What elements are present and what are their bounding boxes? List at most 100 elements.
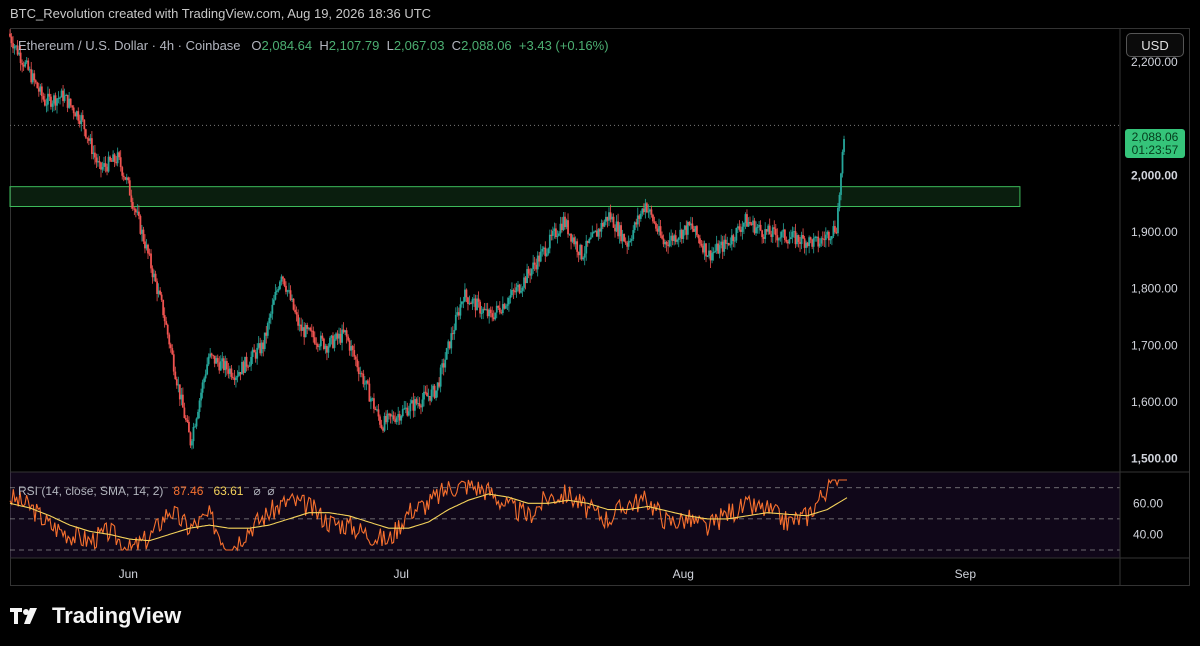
candle-body xyxy=(175,379,178,386)
candle-body xyxy=(488,309,491,317)
candle-body xyxy=(30,69,33,83)
candle-body xyxy=(726,242,729,244)
candle-body xyxy=(627,241,630,247)
candle-body xyxy=(244,356,246,373)
candle-body xyxy=(181,394,184,408)
hidden-icon-2[interactable]: ⌀ xyxy=(267,484,275,498)
candle-body xyxy=(620,225,623,242)
candle-body xyxy=(131,202,134,209)
candle-body xyxy=(821,238,824,240)
candle-body xyxy=(242,361,245,373)
candle-body xyxy=(212,355,215,357)
rsi-sma-value: 63.61 xyxy=(213,484,244,498)
candle-body xyxy=(312,330,315,338)
candle-body xyxy=(263,332,266,350)
candle-body xyxy=(65,94,68,96)
candle-body xyxy=(424,391,427,393)
tradingview-logo: TradingView xyxy=(10,603,181,629)
chart-frame[interactable] xyxy=(10,28,1190,586)
candle-body xyxy=(218,362,221,371)
candle-body xyxy=(712,251,715,254)
candle-body xyxy=(163,315,166,322)
candle-body xyxy=(486,309,489,317)
hidden-icon[interactable]: ⌀ xyxy=(253,484,261,498)
candle-body xyxy=(391,415,394,417)
candle-body xyxy=(345,330,348,337)
candle-body xyxy=(204,374,207,379)
candle-body xyxy=(633,222,636,231)
candle-body xyxy=(650,209,653,215)
candle-body xyxy=(636,215,639,225)
currency-button[interactable]: USD xyxy=(1126,33,1184,57)
candle-body xyxy=(785,239,788,242)
candle-body xyxy=(787,241,789,244)
candle-body xyxy=(649,209,651,212)
candle-body xyxy=(174,371,177,380)
candle-body xyxy=(504,305,507,309)
candle-body xyxy=(767,225,770,232)
candle-body xyxy=(480,312,483,314)
candle-body xyxy=(671,235,674,241)
candle-body xyxy=(409,403,412,412)
candle-body xyxy=(694,226,697,232)
candle-body xyxy=(192,427,195,442)
candle-body xyxy=(78,120,81,125)
candle-body xyxy=(623,233,626,242)
candle-body xyxy=(112,154,115,162)
candle-body xyxy=(808,237,811,247)
candle-body xyxy=(524,277,527,284)
candle-body xyxy=(407,411,410,416)
candle-body xyxy=(13,46,16,49)
candle-body xyxy=(80,115,83,125)
candle-body xyxy=(33,73,36,81)
candle-body xyxy=(805,242,808,248)
candle-body xyxy=(835,232,838,234)
candle-body xyxy=(39,86,42,92)
candle-body xyxy=(313,337,316,344)
candle-body xyxy=(776,235,779,241)
candle-body xyxy=(62,90,64,102)
time-tick-label: Aug xyxy=(673,567,694,581)
candle-body xyxy=(697,235,700,239)
candle-body xyxy=(580,244,583,260)
candle-body xyxy=(802,235,804,239)
candle-body xyxy=(363,383,366,385)
candle-body xyxy=(245,356,248,367)
candle-body xyxy=(127,177,130,181)
candle-body xyxy=(547,248,550,254)
candle-body xyxy=(215,358,218,364)
candle-body xyxy=(322,338,325,349)
candle-body xyxy=(768,225,771,235)
candle-body xyxy=(198,400,201,412)
candle-body xyxy=(453,329,456,335)
candle-body xyxy=(520,290,522,293)
candle-body xyxy=(124,177,127,180)
candle-body xyxy=(25,60,28,63)
candle-body xyxy=(137,211,140,216)
candle-body xyxy=(545,253,548,257)
candle-body xyxy=(523,277,525,288)
candle-body xyxy=(27,60,30,70)
candle-body xyxy=(376,409,378,411)
candle-body xyxy=(477,298,480,302)
candle-body xyxy=(188,421,190,433)
candle-body xyxy=(248,365,251,367)
candle-body xyxy=(662,238,665,245)
candle-body xyxy=(826,231,829,235)
candle-body xyxy=(200,392,202,401)
candle-body xyxy=(680,229,683,240)
candle-body xyxy=(691,223,694,229)
candle-body xyxy=(812,238,815,247)
price-tick-label: 2,000.00 xyxy=(1131,168,1178,182)
candle-body xyxy=(9,33,11,37)
low-value: 2,067.03 xyxy=(393,38,445,53)
close-label: C xyxy=(451,38,462,53)
candle-body xyxy=(670,235,673,241)
price-tick-label: 1,500.00 xyxy=(1131,452,1178,466)
candle-body xyxy=(529,273,532,276)
candle-body xyxy=(618,225,621,237)
candle-body xyxy=(629,240,632,242)
candle-body xyxy=(720,241,723,246)
candle-body xyxy=(147,244,149,254)
